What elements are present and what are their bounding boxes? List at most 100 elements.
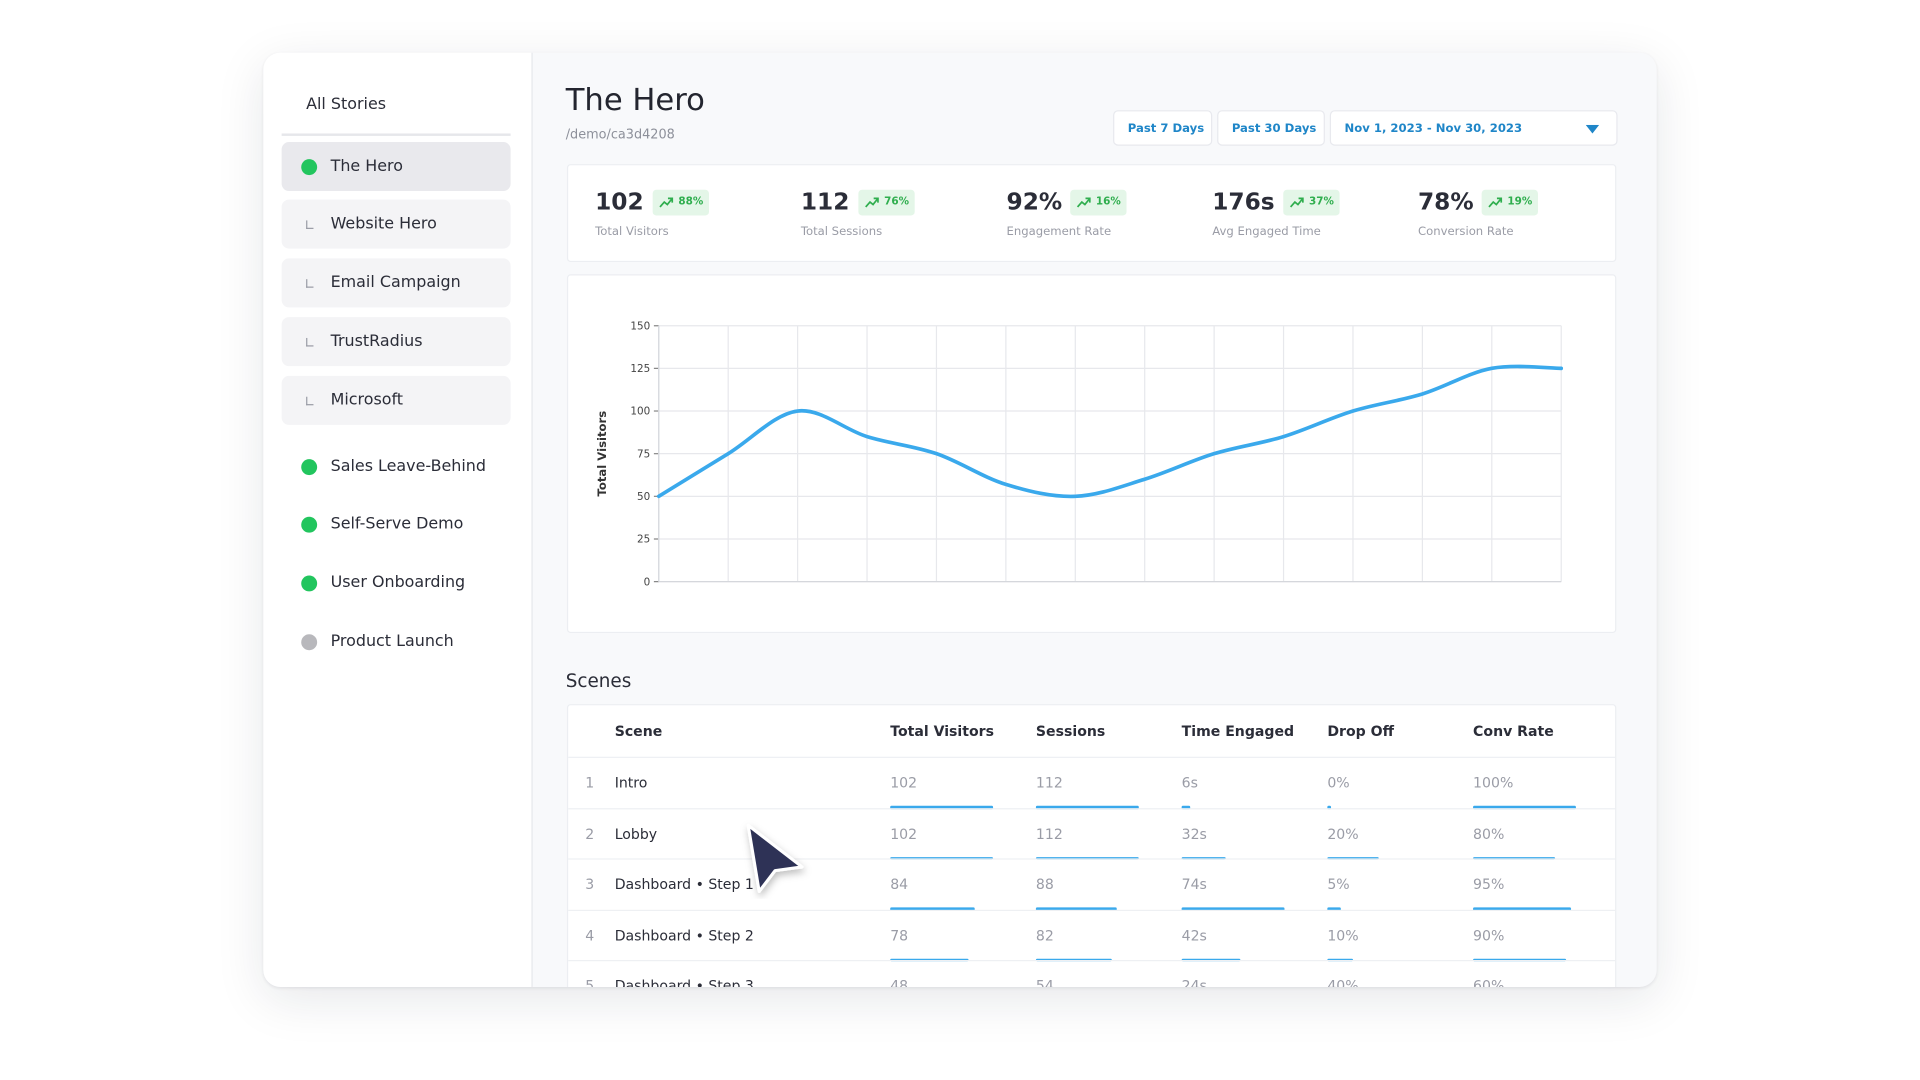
value-bar [1473,856,1556,860]
y-tick-label: 100 [630,406,650,418]
value-bar [1473,805,1576,809]
value-bar [1327,856,1379,860]
cell-value: 82 [1035,926,1054,944]
row-index: 2 [585,824,595,842]
cell-value: 54 [1035,977,1054,987]
status-dot [301,458,318,475]
scene-name: Dashboard • Step 2 [614,926,754,944]
y-tick-label: 150 [630,320,650,332]
kpi-value: 78% [1417,188,1474,216]
cell-value: 84 [890,875,909,893]
value-bar [1035,856,1139,860]
row-divider [568,756,1616,758]
story-item[interactable]: Microsoft [281,375,511,425]
page-title: The Hero [565,82,705,118]
cell-value: 112 [1035,824,1063,842]
status-dot [301,516,318,533]
row-divider [568,858,1616,860]
value-bar [890,805,994,809]
row-index: 3 [585,875,595,893]
date-preset-button[interactable]: Past 7 Days [1113,110,1213,146]
story-item[interactable]: Website Hero [281,199,511,249]
story-item[interactable]: TrustRadius [281,317,511,367]
cell-value: 6s [1181,773,1198,792]
column-header: Total Visitors [890,722,994,740]
nested-icon [306,396,314,406]
kpi-change-text: 16% [1095,195,1121,209]
row-divider [568,909,1616,911]
story-item[interactable]: Email Campaign [281,258,511,308]
cell-value: 102 [890,824,918,842]
value-bar [1473,958,1566,962]
cell-value: 95% [1473,875,1505,893]
trend-icon [1488,197,1503,208]
story-label: TrustRadius [330,332,423,351]
page-path: /demo/ca3d4208 [565,127,675,143]
row-index: 4 [585,926,595,944]
story-item[interactable]: User Onboarding [282,558,511,607]
kpi-change: 16% [1070,189,1127,216]
value-bar [1473,907,1571,911]
trend-icon [1289,197,1304,208]
value-bar [1327,907,1341,911]
kpi-label: Total Visitors [595,225,669,239]
cell-value: 90% [1473,926,1505,944]
kpi-change-text: 88% [678,195,704,209]
date-range-picker[interactable]: Nov 1, 2023 - Nov 30, 2023 [1329,110,1618,146]
scene-name: Lobby [614,824,658,842]
column-header: Sessions [1035,722,1106,740]
mouse-cursor [746,823,804,893]
story-label: Email Campaign [330,273,461,293]
cell-value: 40% [1327,977,1359,987]
date-preset-button[interactable]: Past 30 Days [1217,110,1325,146]
cell-value: 102 [890,773,918,792]
story-item[interactable]: Self-Serve Demo [282,500,511,549]
column-header: Conv Rate [1473,722,1554,740]
value-bar [1181,856,1227,860]
row-index: 1 [585,773,595,792]
story-item[interactable]: Product Launch [282,617,511,666]
kpi-label: Conversion Rate [1417,225,1514,239]
kpi-change: 76% [858,189,916,216]
trend-icon [1076,197,1091,208]
kpi-change-text: 76% [884,195,910,209]
dropdown-arrow [1585,124,1600,134]
scene-name: Dashboard • Step 1 [614,875,754,893]
status-dot [301,574,318,591]
status-dot [301,158,318,175]
cell-value: 60% [1473,977,1505,987]
app-window: All Stories The Hero Website Hero Email Ca… [263,52,1657,987]
trend-icon [865,197,879,208]
section-title: Scenes [565,669,632,692]
story-label: Sales Leave-Behind [330,457,486,476]
cell-value: 20% [1327,824,1359,842]
column-header: Scene [614,722,663,740]
value-bar [1035,805,1139,809]
scene-name: Dashboard • Step 3 [614,977,754,987]
value-bar [890,958,969,962]
nested-icon [306,337,314,347]
value-bar [1181,958,1241,962]
cell-value: 48 [890,977,909,987]
cell-value: 0% [1327,773,1350,792]
value-bar [1327,805,1332,809]
kpi-label: Total Sessions [800,225,883,239]
column-header: Time Engaged [1181,722,1295,740]
kpi-value: 102 [595,188,644,216]
story-item[interactable]: Sales Leave-Behind [282,442,511,491]
sidebar-heading[interactable]: All Stories [306,95,387,114]
nested-icon [306,279,314,288]
cell-value: 32s [1181,824,1207,842]
cell-value: 78 [890,926,909,944]
chart-panel: 0 25 50 75 100 125 150 Total Visitors [566,274,1617,634]
row-index: 5 [585,977,595,987]
separator [281,133,511,136]
cell-value: 74s [1181,875,1207,893]
value-bar [1181,907,1285,911]
kpi-change-text: 19% [1507,195,1533,209]
cell-value: 10% [1327,926,1359,944]
story-item[interactable]: The Hero [281,142,511,192]
story-label: Website Hero [330,214,437,234]
y-tick-label: 125 [630,363,650,375]
